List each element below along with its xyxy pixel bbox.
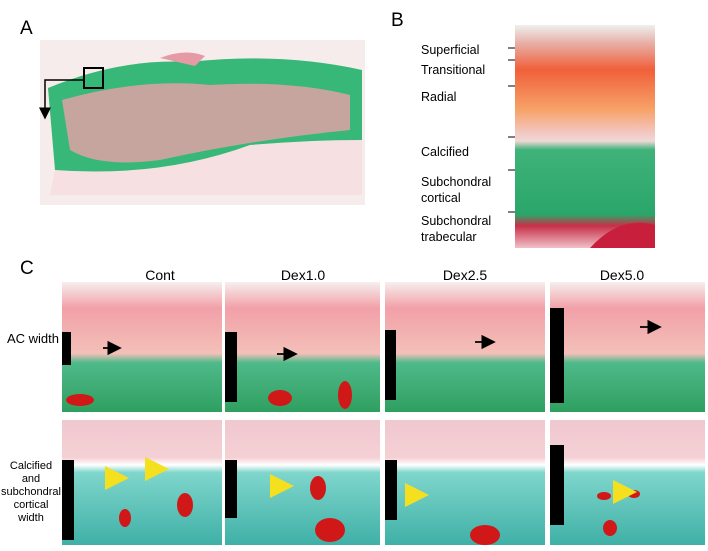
- panel-label: C: [20, 258, 34, 279]
- column-header: Dex2.5: [442, 267, 488, 283]
- layer-label: Subchondral trabecular: [421, 214, 492, 244]
- layer-label: Transitional: [421, 63, 486, 77]
- column-header: Dex5.0: [599, 267, 645, 283]
- panel-label: B: [391, 10, 404, 31]
- layer-label: Radial: [421, 90, 457, 104]
- layer-label: Subchondral cortical: [421, 175, 492, 205]
- row-label: Calcified and subchondral cortical width: [1, 460, 61, 524]
- panel-b-image: [508, 25, 655, 248]
- panel-a-image: [39, 40, 365, 205]
- row-label: AC width: [6, 331, 60, 346]
- column-header: Cont: [145, 267, 175, 283]
- layer-label: Calcified: [421, 145, 469, 159]
- column-header: Dex1.0: [280, 267, 326, 283]
- panel-label: A: [20, 18, 33, 39]
- layer-label: Superficial: [421, 43, 480, 57]
- panel-c-images: [62, 282, 705, 545]
